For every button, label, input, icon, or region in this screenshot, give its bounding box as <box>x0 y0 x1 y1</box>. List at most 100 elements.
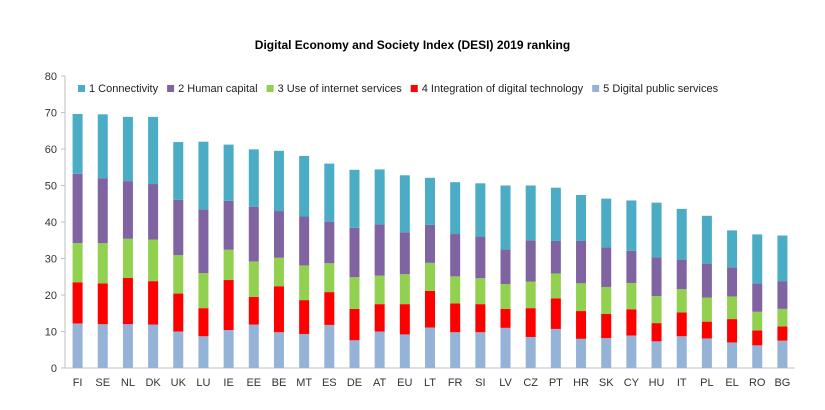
bar-segment-4 <box>425 290 435 328</box>
bar-segment-2 <box>701 263 712 298</box>
bar-stack-mt <box>299 155 310 368</box>
bar-segment-5 <box>576 338 587 368</box>
bar-segment-4 <box>651 323 662 342</box>
bar-segment-4 <box>676 312 687 337</box>
bar-segment-2 <box>752 283 763 312</box>
bar-stack-nl <box>122 116 133 368</box>
bar-segment-2 <box>324 221 335 264</box>
bar-segment-4 <box>324 292 335 325</box>
x-tick-label: UK <box>171 377 187 389</box>
bar-segment-2 <box>450 234 461 277</box>
bar-segment-2 <box>122 181 133 239</box>
y-tick-label: 80 <box>45 71 57 83</box>
bar-segment-4 <box>148 281 159 325</box>
bar-stack-de <box>349 169 360 368</box>
x-tick-label: EE <box>246 377 261 389</box>
bar-segment-5 <box>727 342 738 368</box>
y-tick-label: 40 <box>45 217 57 229</box>
bar-segment-2 <box>525 240 536 282</box>
bar-segment-3 <box>97 243 108 284</box>
bar-stack-ee <box>248 149 259 368</box>
bar-segment-5 <box>651 341 662 368</box>
bar-segment-4 <box>173 293 184 332</box>
bar-segment-3 <box>248 261 259 297</box>
bar-segment-1 <box>72 113 83 174</box>
y-tick-label: 0 <box>51 363 57 375</box>
legend-swatch <box>167 85 175 92</box>
bar-segment-3 <box>525 281 536 309</box>
bar-segment-2 <box>676 259 687 290</box>
bar-segment-5 <box>72 323 83 368</box>
bar-segment-1 <box>223 144 234 201</box>
bar-segment-2 <box>777 281 788 309</box>
bar-segment-5 <box>425 327 435 368</box>
bar-segment-1 <box>777 235 788 282</box>
x-tick-label: MT <box>296 377 312 389</box>
bar-segment-1 <box>248 149 259 207</box>
bar-segment-5 <box>273 332 284 368</box>
x-tick-label: ES <box>322 377 337 389</box>
bar-segment-4 <box>701 321 712 339</box>
bar-stack-cy <box>626 200 637 368</box>
bar-segment-2 <box>349 227 360 278</box>
bar-segment-3 <box>701 297 712 322</box>
bar-stack-bg <box>777 235 788 368</box>
bar-stack-ie <box>223 144 234 368</box>
y-tick-label: 70 <box>45 108 57 120</box>
bar-segment-3 <box>273 257 284 287</box>
bar-stack-se <box>97 114 108 368</box>
bar-segment-4 <box>626 309 637 336</box>
bar-segment-5 <box>173 331 184 368</box>
bar-stack-lu <box>198 141 209 368</box>
bar-segment-5 <box>676 336 687 368</box>
bar-segment-4 <box>550 298 561 329</box>
bar-segment-2 <box>374 224 385 276</box>
bar-segment-1 <box>324 163 335 222</box>
bar-segment-4 <box>273 286 284 333</box>
bar-segment-4 <box>198 308 209 337</box>
bar-segment-1 <box>752 234 763 284</box>
bar-segment-1 <box>425 177 435 225</box>
bar-segment-3 <box>374 275 385 305</box>
legend-item: 3 Use of internet services <box>266 83 402 95</box>
bar-segment-4 <box>752 330 763 346</box>
bar-stack-sk <box>601 198 612 368</box>
bar-segment-2 <box>299 216 310 266</box>
bar-segment-4 <box>399 304 410 335</box>
bar-segment-5 <box>248 324 259 368</box>
y-tick-labels: 0 10 20 30 40 50 60 70 80 <box>45 71 65 375</box>
x-tick-label: DE <box>347 377 362 389</box>
bar-segment-1 <box>273 150 284 212</box>
x-tick-label: HU <box>649 377 665 389</box>
y-tick-label: 60 <box>45 144 57 156</box>
bar-segment-5 <box>97 324 108 368</box>
bar-segment-3 <box>72 243 83 283</box>
bar-segment-4 <box>299 300 310 335</box>
bar-segment-3 <box>399 274 410 305</box>
bar-segment-1 <box>122 116 133 182</box>
bar-segment-2 <box>273 211 284 258</box>
bar-segment-5 <box>550 328 561 368</box>
bar-segment-3 <box>122 238 133 278</box>
legend-item: 5 Digital public services <box>592 83 719 95</box>
bar-segment-5 <box>374 331 385 368</box>
bar-segment-2 <box>550 240 561 274</box>
bar-segment-1 <box>97 114 108 179</box>
bar-segment-1 <box>550 187 561 241</box>
x-tick-label: LV <box>499 377 512 389</box>
y-tick-label: 50 <box>45 181 57 193</box>
bar-stack-ro <box>752 234 763 368</box>
bar-segment-2 <box>198 209 209 274</box>
bar-stack-be <box>273 150 284 368</box>
bar-segment-4 <box>777 326 788 341</box>
x-tick-labels: FI SE NL DK UK LU IE EE BE MT ES DE AT EU LT FR SI LV CZ PT… <box>73 377 791 389</box>
legend-swatch <box>592 85 600 92</box>
bar-segment-5 <box>752 345 763 368</box>
bar-segment-5 <box>198 336 209 368</box>
bar-segment-2 <box>223 200 234 250</box>
bar-segment-1 <box>374 169 385 225</box>
bar-stack-el <box>727 230 738 368</box>
bar-segment-2 <box>72 173 83 244</box>
legend-swatch <box>78 85 85 92</box>
x-tick-label: EU <box>397 377 412 389</box>
